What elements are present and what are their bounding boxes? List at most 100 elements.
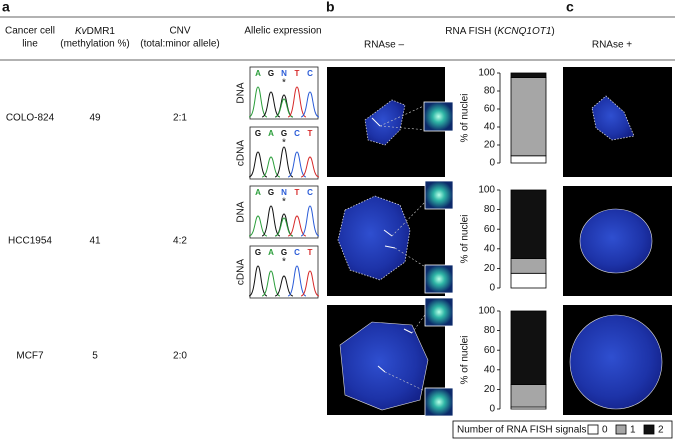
base-call: G <box>281 248 287 257</box>
bar-segment <box>510 310 547 385</box>
panel-label: b <box>326 0 335 15</box>
base-call: N <box>281 69 287 78</box>
legend-label: 1 <box>630 425 636 436</box>
table-cell: 5 <box>92 351 98 362</box>
header: RNAse – <box>364 40 404 51</box>
y-tick-label: 80 <box>484 86 496 97</box>
trace-peak <box>274 146 294 178</box>
y-tick-label: 60 <box>484 345 496 356</box>
bar-segment <box>510 272 547 289</box>
table-cell: COLO-824 <box>6 113 55 124</box>
panel-label: a <box>2 0 10 15</box>
bar-segment <box>510 77 547 157</box>
trace-peak <box>261 205 281 237</box>
trace-peak <box>274 217 294 237</box>
trace-peak <box>274 275 294 297</box>
marker: * <box>282 197 286 208</box>
chromatogram-frame <box>249 66 319 120</box>
base-call: G <box>255 129 261 138</box>
y-tick-label: 60 <box>484 224 496 235</box>
legend-swatch <box>587 424 599 435</box>
chromatogram-frame <box>249 185 319 239</box>
base-call: T <box>295 188 300 197</box>
y-tick-label: 80 <box>484 325 496 336</box>
trace-label: DNA <box>236 82 247 103</box>
header: RNAse + <box>592 40 632 51</box>
bar-segment <box>510 72 547 78</box>
trace-peak <box>300 91 320 118</box>
y-axis-label: % of nuclei <box>460 336 471 385</box>
base-call: C <box>307 69 313 78</box>
base-call: A <box>268 129 274 138</box>
micrographs <box>327 67 672 417</box>
base-call: T <box>308 129 313 138</box>
y-tick-label: 0 <box>489 283 495 294</box>
header: RNA FISH ( <box>445 26 498 37</box>
trace-peak <box>287 86 307 118</box>
chromatogram-frame <box>249 245 319 299</box>
trace-label: DNA <box>236 201 247 222</box>
trace-peak <box>300 156 320 178</box>
header: KvDMR1 <box>75 26 115 37</box>
bar-segment <box>510 189 547 259</box>
y-tick-label: 20 <box>484 140 496 151</box>
chromatogram-frame <box>249 126 319 180</box>
trace-peak <box>261 270 281 297</box>
header: RNA FISH (KCNQ1OT1) <box>445 26 554 37</box>
y-tick-label: 40 <box>484 243 496 254</box>
legend-label: 2 <box>658 425 664 436</box>
y-axis-label: % of nuclei <box>460 94 471 143</box>
base-call: G <box>281 129 287 138</box>
y-tick-label: 0 <box>489 404 495 415</box>
y-tick-label: 60 <box>484 104 496 115</box>
trace-peak <box>248 215 268 237</box>
header: DMR1 <box>87 26 116 37</box>
table-cell: 2:0 <box>173 351 187 362</box>
trace-peak <box>287 265 307 297</box>
base-call: C <box>294 129 300 138</box>
trace-peak <box>248 151 268 178</box>
base-call: T <box>308 248 313 257</box>
trace-peak <box>287 215 307 237</box>
header: line <box>22 39 38 50</box>
y-tick-label: 0 <box>489 158 495 169</box>
legend-swatch <box>615 424 627 435</box>
legend-swatch <box>643 424 655 435</box>
header-italic: KCNQ1OT1 <box>497 26 551 37</box>
y-tick-label: 20 <box>484 384 496 395</box>
legend-label: 0 <box>602 425 608 436</box>
base-call: C <box>307 188 313 197</box>
marker: * <box>282 78 286 89</box>
table-cell: 49 <box>89 113 101 124</box>
base-call: T <box>295 69 300 78</box>
panel-label: c <box>566 0 574 15</box>
table-cell: 2:1 <box>173 113 187 124</box>
bar-segment <box>510 155 547 164</box>
marker: * <box>282 257 286 268</box>
y-tick-label: 80 <box>484 204 496 215</box>
y-tick-label: 100 <box>478 68 495 79</box>
table-cell: MCF7 <box>16 351 44 362</box>
trace-peak <box>287 151 307 178</box>
base-call: G <box>255 248 261 257</box>
base-call: N <box>281 188 287 197</box>
trace-peak <box>300 270 320 297</box>
table-cell: 4:2 <box>173 236 187 247</box>
header: ) <box>551 26 554 37</box>
trace-peak <box>248 86 268 118</box>
header-italic: Kv <box>75 26 88 37</box>
base-call: C <box>294 248 300 257</box>
y-tick-label: 40 <box>484 364 496 375</box>
marker: * <box>282 138 286 149</box>
trace-peak <box>261 91 281 118</box>
header: (methylation %) <box>60 39 129 50</box>
y-axis-label: % of nuclei <box>460 215 471 264</box>
trace-peak <box>248 265 268 297</box>
legend-title: Number of RNA FISH signals <box>457 425 587 436</box>
y-tick-label: 100 <box>478 306 495 317</box>
table-cell: 41 <box>89 236 101 247</box>
trace-peak <box>261 156 281 178</box>
trace-peak <box>274 98 294 118</box>
bar-segment <box>510 258 547 274</box>
